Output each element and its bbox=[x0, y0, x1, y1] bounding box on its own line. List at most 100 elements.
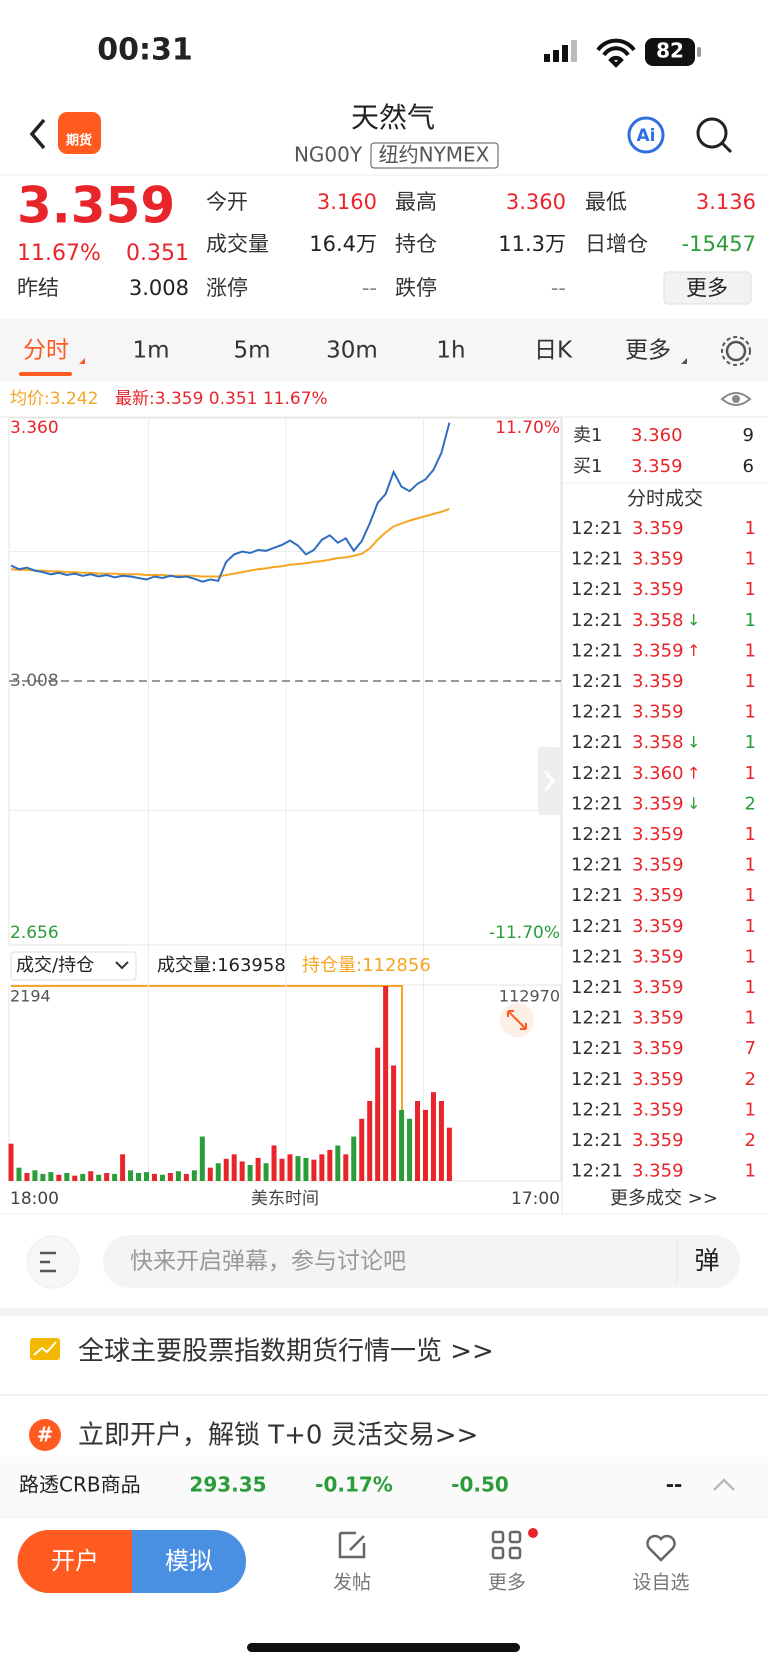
trade-time: 12:21 bbox=[571, 671, 623, 692]
more-button[interactable] bbox=[663, 271, 752, 305]
volume-bar bbox=[367, 1101, 373, 1181]
ticker-bg bbox=[0, 1457, 768, 1517]
battery-icon bbox=[645, 38, 695, 66]
separator bbox=[0, 1308, 768, 1316]
ticker-name: 路透CRB商品 bbox=[19, 1473, 141, 1497]
tab[interactable]: 1m bbox=[132, 338, 169, 364]
trade-price: 3.358 bbox=[632, 610, 684, 631]
open-button[interactable] bbox=[17, 1530, 133, 1593]
nav-label[interactable]: 发帖 bbox=[333, 1572, 371, 1594]
separator bbox=[0, 1394, 768, 1396]
volume-bar bbox=[223, 1158, 229, 1181]
tab[interactable]: 30m bbox=[326, 338, 378, 364]
volume-bar bbox=[32, 1170, 38, 1181]
volume-bar bbox=[40, 1173, 46, 1181]
panel-handle[interactable] bbox=[538, 747, 560, 815]
book-side: 卖1 bbox=[573, 425, 602, 446]
volume-bar bbox=[391, 1065, 397, 1181]
price-line bbox=[10, 422, 451, 583]
battery-tip bbox=[697, 47, 701, 57]
badge[interactable] bbox=[58, 112, 101, 154]
volume-bar bbox=[303, 1157, 309, 1181]
more-icon bbox=[491, 1530, 522, 1560]
volume-bar bbox=[335, 1145, 341, 1181]
expand-icon bbox=[507, 1010, 527, 1030]
volume-bar bbox=[104, 1173, 110, 1181]
collapse-icon[interactable] bbox=[713, 1478, 735, 1491]
comment-input[interactable] bbox=[103, 1235, 740, 1288]
badge-dot bbox=[528, 1528, 538, 1538]
settings-button[interactable] bbox=[725, 340, 747, 362]
trade-qty: 1 bbox=[745, 763, 756, 784]
tab[interactable]: 1h bbox=[436, 338, 465, 364]
trade-dir: ↑ bbox=[687, 641, 700, 660]
trade-time: 12:21 bbox=[571, 1099, 623, 1120]
volume-bar bbox=[191, 1170, 197, 1181]
volume-bar bbox=[343, 1154, 349, 1181]
tab[interactable]: 日K bbox=[534, 338, 573, 364]
y-tick-label: 3.008 bbox=[10, 671, 59, 691]
selector-box[interactable] bbox=[10, 951, 137, 981]
trade-qty: 1 bbox=[745, 1161, 756, 1182]
danmaku-icon bbox=[40, 1251, 56, 1273]
oi-line bbox=[11, 985, 403, 1181]
trade-price: 3.359 bbox=[632, 702, 684, 723]
volume-bar bbox=[359, 1118, 365, 1181]
banner[interactable]: 立即开户，解锁 T+0 灵活交易>> bbox=[78, 1421, 478, 1451]
trade-qty: 1 bbox=[745, 1099, 756, 1120]
volume-bar bbox=[144, 1172, 150, 1181]
trade-price: 3.359 bbox=[632, 671, 684, 692]
more-trades[interactable]: 更多成交 >> bbox=[610, 1188, 718, 1209]
code: NG00Y bbox=[294, 143, 363, 167]
volume-bar bbox=[247, 1165, 253, 1181]
price-line bbox=[10, 507, 450, 578]
field-value: -15457 bbox=[682, 232, 756, 256]
trade-price: 3.358 bbox=[632, 732, 684, 753]
trade-qty: 2 bbox=[745, 793, 756, 814]
danmaku-toggle[interactable] bbox=[26, 1235, 80, 1289]
volume-bar bbox=[422, 1109, 428, 1181]
title: 天然气 bbox=[351, 101, 435, 134]
volume-selector[interactable]: 成交/持仓 bbox=[16, 955, 94, 976]
volume-bar bbox=[255, 1157, 261, 1181]
trade-price: 3.359 bbox=[632, 1008, 684, 1029]
trade-qty: 1 bbox=[745, 702, 756, 723]
banner[interactable]: 全球主要股票指数期货行情一览 >> bbox=[78, 1337, 494, 1367]
trade-price: 3.359 bbox=[632, 579, 684, 600]
danmaku-button[interactable]: 弹 bbox=[694, 1246, 719, 1275]
ai-button[interactable] bbox=[627, 116, 665, 154]
back-button[interactable] bbox=[29, 118, 46, 150]
trade-price: 3.359 bbox=[632, 1161, 684, 1182]
trade-price: 3.359 bbox=[632, 885, 684, 906]
volume-bar bbox=[407, 1118, 413, 1181]
signal-icon bbox=[544, 40, 577, 62]
tab[interactable]: 更多 bbox=[625, 338, 671, 364]
wifi-icon bbox=[596, 38, 636, 68]
eye-icon[interactable] bbox=[720, 392, 752, 406]
ai-text: Ai bbox=[637, 126, 656, 146]
field-label: 昨结 bbox=[17, 276, 59, 300]
volume-bar bbox=[72, 1175, 78, 1181]
volume-bar bbox=[183, 1173, 189, 1181]
trade-price: 3.360 bbox=[632, 763, 684, 784]
tab[interactable]: 分时 bbox=[23, 338, 69, 364]
watch-icon bbox=[646, 1534, 676, 1562]
nav-label[interactable]: 设自选 bbox=[632, 1572, 689, 1594]
book-price: 3.360 bbox=[631, 425, 683, 446]
banner-icon bbox=[29, 1419, 61, 1451]
trade-price: 3.359 bbox=[632, 824, 684, 845]
search-button[interactable] bbox=[696, 117, 728, 149]
trade-qty: 1 bbox=[745, 977, 756, 998]
tab-underline bbox=[19, 372, 72, 376]
volume-bar bbox=[327, 1149, 333, 1181]
volume-bar bbox=[80, 1173, 86, 1181]
volume-bar bbox=[438, 1101, 444, 1181]
trade-qty: 7 bbox=[745, 1038, 756, 1059]
trade-qty: 1 bbox=[745, 855, 756, 876]
volume-bar bbox=[88, 1171, 94, 1181]
tab[interactable]: 5m bbox=[233, 338, 270, 364]
trade-price: 3.359 bbox=[632, 1130, 684, 1151]
nav-label[interactable]: 更多 bbox=[488, 1572, 526, 1594]
volume-bar bbox=[175, 1171, 181, 1181]
